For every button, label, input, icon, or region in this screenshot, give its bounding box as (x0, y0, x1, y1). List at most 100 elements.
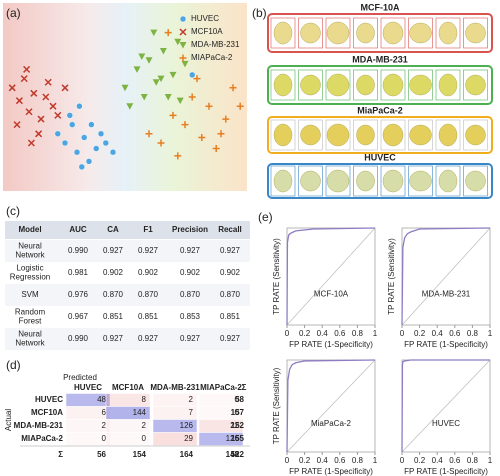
cell-image (356, 124, 375, 146)
curve-label: MDA-MB-231 (422, 290, 471, 299)
x-tick-label: 0.2 (414, 456, 426, 465)
cell-image (326, 21, 350, 45)
cell-image (273, 123, 293, 147)
cell-image-frame (380, 165, 406, 197)
x-tick-label: 0 (285, 456, 290, 465)
point (181, 121, 189, 129)
cell-image-frame (353, 165, 378, 197)
matrix-value: 7 (189, 408, 194, 417)
cell-image (326, 123, 350, 147)
point (179, 28, 187, 36)
table-row-bg (5, 262, 250, 284)
cell-image (382, 123, 404, 147)
row-header: MDA-MB-231 (14, 421, 64, 430)
matrix-value: 56 (97, 450, 106, 459)
point (133, 66, 141, 73)
point (179, 42, 187, 49)
table-cell: 0.902 (180, 268, 201, 277)
cell-image-frame (463, 69, 488, 101)
point (61, 139, 69, 147)
point (15, 97, 23, 105)
x-tick-label: 0.6 (334, 456, 346, 465)
point (179, 54, 187, 62)
point (188, 71, 196, 79)
point (78, 163, 86, 171)
model-name: SVM (21, 290, 39, 299)
cell-image (409, 22, 432, 44)
point (73, 148, 81, 156)
x-tick-label: 0.8 (352, 329, 364, 338)
x-tick-label: 0.6 (334, 329, 346, 338)
x-axis-label: FP RATE (1-Specificity) (289, 467, 373, 476)
roc-curve (401, 227, 491, 326)
point (80, 134, 88, 141)
table-header: Recall (218, 225, 242, 234)
point (145, 130, 153, 138)
point (174, 152, 182, 160)
matrix-value: 126 (226, 434, 240, 443)
table-cell: 0.851 (138, 312, 159, 321)
cell-image-frame (435, 165, 461, 197)
table-cell: 0.927 (220, 334, 241, 343)
cell-image-frame (380, 119, 406, 151)
table-header: F1 (143, 225, 153, 234)
legend-label: MIAPaCa-2 (191, 53, 233, 62)
cell-image (356, 22, 375, 44)
point (25, 108, 33, 116)
matrix-cell (198, 432, 244, 446)
cell-image-frame (298, 69, 323, 101)
cell-image (409, 124, 432, 146)
matrix-value: 6 (102, 408, 107, 417)
cell-image (465, 124, 486, 146)
table-row-bg (5, 284, 250, 306)
x-tick-label: 0.8 (352, 456, 364, 465)
point (54, 111, 62, 119)
point (229, 84, 237, 92)
cell-image (326, 169, 350, 193)
point (152, 79, 160, 86)
cell-image-frame (408, 165, 433, 197)
matrix-value: 148 (226, 450, 240, 459)
cell-image-frame (325, 69, 351, 101)
matrix-value: 2 (142, 421, 147, 430)
scatter-background (3, 3, 247, 191)
matrix-value: 48 (97, 395, 106, 404)
cell-image (465, 74, 486, 96)
actual-label: Actual (4, 409, 13, 431)
point (174, 38, 182, 46)
roc-curve (286, 227, 376, 326)
matrix-cell (105, 432, 151, 446)
point (138, 53, 146, 61)
table-cell: 0.976 (68, 290, 89, 299)
point (27, 139, 35, 147)
table-header: AUC (69, 225, 87, 234)
diagonal (286, 359, 376, 453)
point (30, 89, 38, 97)
legend-label: HUVEC (191, 14, 219, 23)
cell-image-frame (408, 69, 433, 101)
point (109, 148, 117, 156)
point (181, 60, 189, 68)
y-axis-label: TP RATE (Sensitivity) (387, 238, 396, 315)
cell-image-frame (380, 69, 406, 101)
cell-image (438, 123, 458, 147)
y-axis-label: TP RATE (Sensitivity) (272, 238, 281, 315)
curve-label: HUVEC (432, 419, 460, 428)
table-cell: 0.851 (220, 312, 241, 321)
x-tick-label: 0.8 (467, 329, 479, 338)
table-cell: 0.927 (103, 246, 124, 255)
table-cell: 0.927 (220, 246, 241, 255)
table-cell: 0.927 (180, 246, 201, 255)
x-axis-label: FP RATE (1-Specificity) (289, 340, 373, 349)
point (150, 29, 158, 37)
cell-image-frame (353, 119, 378, 151)
point (157, 139, 165, 147)
x-axis-label: FP RATE (1-Specificity) (404, 467, 488, 476)
table-cell: 0.902 (103, 268, 124, 277)
point (236, 102, 244, 110)
table-cell: 0.902 (220, 268, 241, 277)
legend-label: MDA-MB-231 (191, 40, 240, 49)
cell-image (273, 73, 293, 97)
matrix-value: 2 (189, 395, 194, 404)
point (20, 75, 28, 83)
